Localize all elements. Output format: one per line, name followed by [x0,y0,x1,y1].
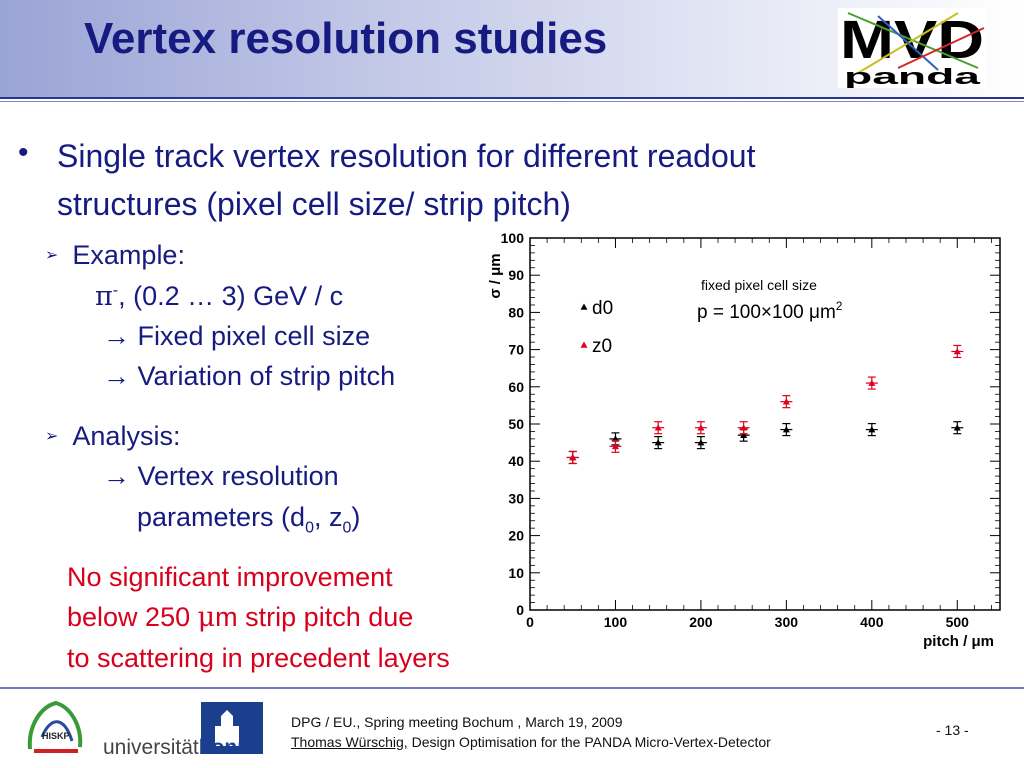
data-point-z0 [569,453,577,461]
y-tick-label: 100 [501,230,525,246]
chart-annotation-sup: 2 [836,299,843,313]
analysis-arrow-line: → Vertex resolution [103,461,339,491]
y-tick-label: 30 [508,490,524,506]
hiskp-text: HISKP [42,731,70,741]
footer-rule [0,687,1024,689]
bonn-text: universitätbonn [103,736,250,759]
y-tick-label: 0 [516,602,524,618]
main-bullet-line-2: structures (pixel cell size/ strip pitch… [57,186,571,222]
chart-x-label: pitch / μm [923,633,994,650]
conclusion-pre: below 250 [67,602,198,632]
data-point-z0 [611,442,619,450]
example-arrow-fixed: → Fixed pixel cell size [103,321,371,351]
conclusion-line-3: to scattering in precedent layers [67,643,450,673]
x-tick-label: 300 [775,614,799,630]
legend-marker-z0 [580,341,588,348]
conclusion-line-1: No significant improvement [67,562,393,592]
y-tick-label: 80 [508,304,524,320]
analysis-params-prefix: parameters (d [137,502,306,532]
footer-info: DPG / EU., Spring meeting Bochum , March… [291,712,771,752]
momentum-range: , (0.2 … 3) GeV / c [118,281,344,311]
data-point-z0 [654,424,662,431]
legend-label-d0: d0 [592,298,613,319]
mvd-panda-logo: MVD panda [838,8,986,88]
example-subbullet: ➢ Example: [45,240,185,271]
y-tick-label: 20 [508,528,524,544]
d0-subscript: 0 [305,519,314,537]
bullet-marker: • [18,136,29,169]
analysis-label: Analysis: [72,421,181,451]
data-point-d0 [654,439,662,446]
legend-marker-d0 [580,303,588,310]
data-point-z0 [697,424,705,431]
subbullet-arrow-icon: ➢ [45,247,59,264]
analysis-parameters-line: parameters (d0, z0) [137,502,360,537]
header-rule-thin [0,101,1024,102]
footer-line-2: Thomas Würschig, Design Optimisation for… [291,732,771,752]
uni-bonn-logo: universitätbonn [103,702,263,759]
header-rule [0,97,1024,99]
subbullet-arrow-icon: ➢ [45,428,59,445]
analysis-params-end: ) [351,502,361,532]
data-point-d0 [697,439,705,446]
mu-symbol: μ [197,602,216,633]
y-tick-label: 50 [508,416,524,432]
x-tick-label: 100 [604,614,628,630]
y-tick-label: 90 [508,267,524,283]
data-point-d0 [782,426,790,433]
y-tick-label: 40 [508,453,524,469]
x-tick-label: 500 [946,614,970,630]
hiskp-logo: HISKP [27,700,83,753]
data-point-d0 [868,426,876,433]
data-point-d0 [953,424,961,431]
pion-symbol: π [95,281,113,312]
x-tick-label: 0 [526,614,534,630]
chart-y-label: σ / μm [487,253,504,298]
bonn-text-pre: universität [103,736,199,759]
panda-logo-text: panda [844,64,982,88]
page-number: - 13 - [936,722,969,738]
chart-annotation-line-2: p = 100×100 μm2 [697,299,843,323]
y-tick-label: 10 [508,565,524,581]
footer-presentation-title: Design Optimisation for the PANDA Micro-… [407,734,771,750]
x-tick-label: 200 [689,614,713,630]
chart-annotation-line-2-text: p = 100×100 μm [697,302,836,323]
example-label: Example: [72,240,185,270]
conclusion-post: m strip pitch due [215,602,414,632]
conclusion-text: No significant improvement below 250 μm … [67,557,450,678]
analysis-subbullet: ➢ Analysis: [45,421,180,452]
pion-charge: - [112,282,119,299]
data-point-z0 [782,398,790,405]
conclusion-line-2: below 250 μm strip pitch due [67,597,450,638]
example-arrow-variation: → Variation of strip pitch [103,361,396,391]
data-point-z0 [740,424,748,431]
footer-author: Thomas Würschig, [291,734,408,750]
chart-annotation-line-1: fixed pixel cell size [701,277,817,293]
data-point-d0 [740,431,748,438]
analysis-params-mid: , z [313,502,343,532]
z0-subscript: 0 [342,519,352,537]
resolution-chart: σ / μm pitch / μm fixed pixel cell size … [484,226,1004,678]
main-bullet-line-1: Single track vertex resolution for diffe… [57,138,756,174]
y-tick-label: 70 [508,342,524,358]
y-tick-label: 60 [508,379,524,395]
bonn-text-post: bonn [199,736,250,759]
example-particle-line: π-, (0.2 … 3) GeV / c [95,281,343,312]
main-bullet-text: Single track vertex resolution for diffe… [57,132,957,228]
footer-line-1: DPG / EU., Spring meeting Bochum , March… [291,714,623,730]
legend-label-z0: z0 [592,336,612,357]
data-point-z0 [868,379,876,386]
data-point-z0 [953,347,961,355]
x-tick-label: 400 [860,614,884,630]
slide-title: Vertex resolution studies [84,14,608,63]
